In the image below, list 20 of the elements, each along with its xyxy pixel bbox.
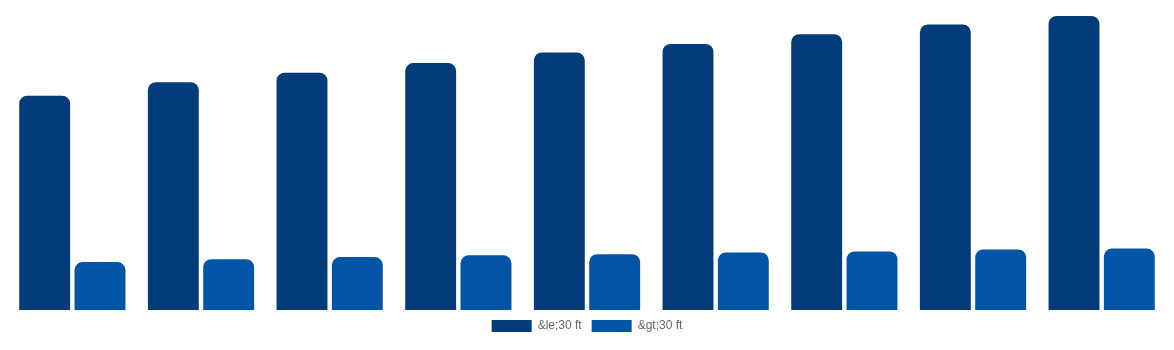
bar	[19, 95, 71, 310]
bar	[147, 82, 199, 310]
bar	[662, 43, 714, 310]
bar	[533, 52, 585, 310]
bar	[919, 24, 971, 310]
bar	[589, 254, 641, 310]
bar	[203, 259, 255, 310]
legend-label: &gt;30 ft	[637, 318, 684, 333]
bar	[331, 257, 383, 310]
bar	[460, 255, 512, 310]
bar	[975, 249, 1027, 310]
bar	[74, 262, 126, 310]
bar	[405, 63, 457, 310]
bar	[791, 34, 843, 310]
bar	[846, 251, 898, 310]
bar	[1103, 248, 1155, 310]
bar	[1048, 16, 1100, 310]
bar	[276, 72, 328, 310]
legend-label: &le;30 ft	[537, 318, 583, 333]
bar	[717, 252, 769, 310]
